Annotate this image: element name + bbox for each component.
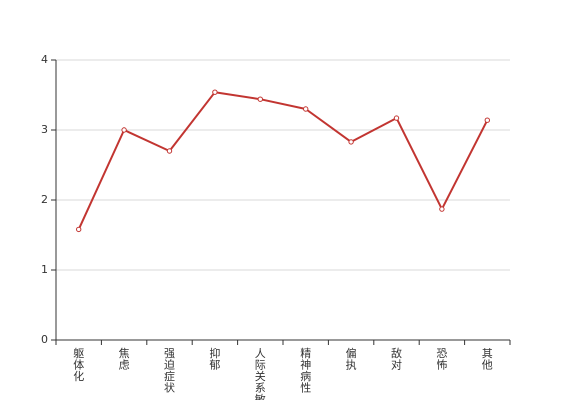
data-point-7[interactable] [393,115,400,121]
data-point-2[interactable] [166,148,173,154]
y-tick-label: 3 [41,123,48,136]
axes [51,59,511,345]
x-tick-label: 恐怖 [436,347,447,372]
data-point-5[interactable] [303,106,309,112]
x-tick-label: 焦虑 [119,347,130,372]
data-point-4[interactable] [257,96,263,102]
series-line-0 [77,91,489,230]
data-point-0[interactable] [76,226,82,233]
y-axis-tick-labels: 0 1 2 3 4 [41,53,48,346]
x-tick-label: 强迫症状 [164,347,175,395]
data-point-1[interactable] [121,127,127,133]
x-tick-label: 抑郁 [209,346,220,372]
series-group [76,89,490,233]
data-point-3[interactable] [212,89,218,95]
x-axis-tick-labels: 躯体化 焦虑 强迫症状 抑郁 人际关系敏感 精神病性 偏执 敌对 恐怖 其他 [73,346,493,400]
y-tick-label: 1 [41,263,48,276]
data-point-6[interactable] [348,139,354,145]
data-point-9[interactable] [484,117,490,123]
y-tick-label: 4 [41,53,48,66]
x-tick-label: 偏执 [346,346,357,372]
grid-lines [56,59,510,271]
y-tick-label: 2 [41,193,48,206]
data-point-8[interactable] [439,206,445,212]
x-tick-label: 躯体化 [73,347,84,383]
x-tick-label: 敌对 [391,346,402,372]
x-tick-label: 其他 [482,347,493,372]
x-tick-label: 人际关系敏感 [255,347,266,400]
x-tick-label: 精神病性 [300,347,311,395]
y-tick-label: 0 [41,333,48,346]
